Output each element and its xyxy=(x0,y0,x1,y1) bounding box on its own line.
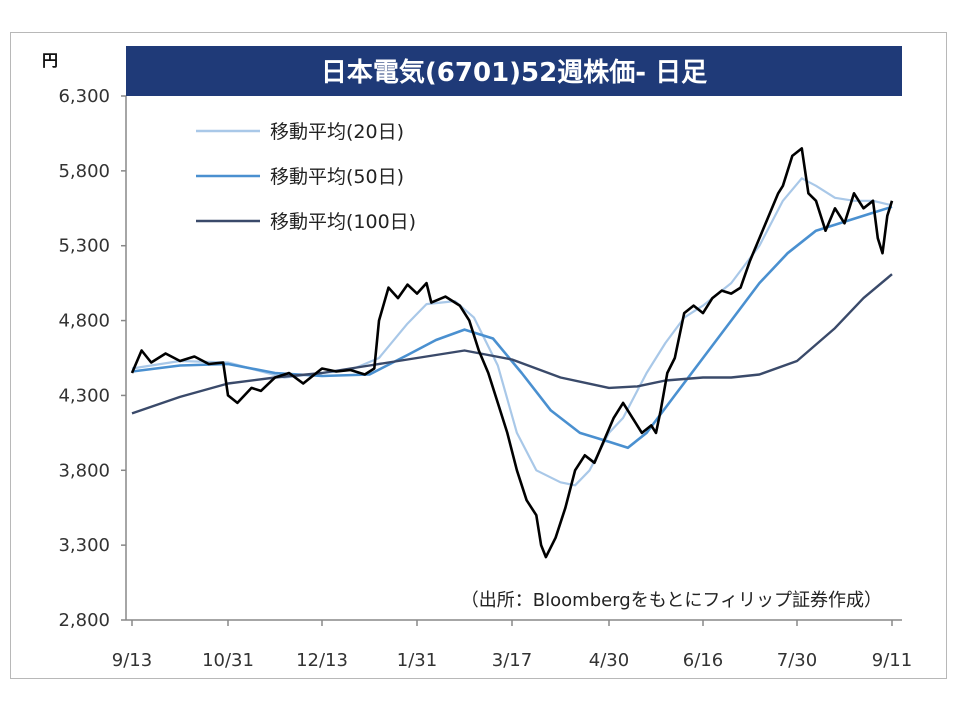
x-tick-label: 7/30 xyxy=(777,650,817,671)
title-banner xyxy=(126,46,902,96)
y-axis-unit: 円 xyxy=(42,51,58,70)
x-tick-label: 12/13 xyxy=(296,650,348,671)
x-tick-label: 9/13 xyxy=(112,650,152,671)
series-line-ma100 xyxy=(131,273,893,415)
legend: 移動平均(20日) 移動平均(50日) 移動平均(100日) xyxy=(196,121,416,233)
x-tick-label: 4/30 xyxy=(589,650,629,671)
x-tick-label: 3/17 xyxy=(492,650,532,671)
y-tick-label: 5,800 xyxy=(58,161,110,182)
y-tick-label: 4,300 xyxy=(58,385,110,406)
x-tick-label: 10/31 xyxy=(202,650,254,671)
y-tick-label: 5,300 xyxy=(58,236,110,257)
y-axis-ticks: 2,800 3,300 3,800 4,300 4,800 5,300 5,800 6,300 xyxy=(58,86,126,631)
chart-frame xyxy=(10,32,947,679)
x-axis-ticks: 9/13 10/31 12/13 1/31 3/17 4/30 6/16 7/30 9/11 xyxy=(112,620,912,671)
source-note: （出所：Bloombergをもとにフィリップ証券作成） xyxy=(461,590,882,611)
series-line-ma20 xyxy=(131,177,893,487)
legend-label-ma20: 移動平均(20日) xyxy=(270,121,404,143)
y-tick-label: 2,800 xyxy=(58,610,110,631)
series-layer xyxy=(130,147,894,559)
x-tick-label: 9/11 xyxy=(872,650,912,671)
chart-title: 日本電気(6701)52週株価- 日足 xyxy=(321,57,707,88)
series-line-ma50 xyxy=(131,205,893,450)
y-tick-label: 3,800 xyxy=(58,460,110,481)
legend-label-ma50: 移動平均(50日) xyxy=(270,166,404,188)
x-tick-label: 1/31 xyxy=(397,650,437,671)
series-line-price xyxy=(130,147,894,559)
y-tick-label: 3,300 xyxy=(58,535,110,556)
x-tick-label: 6/16 xyxy=(683,650,723,671)
legend-label-ma100: 移動平均(100日) xyxy=(270,211,416,233)
y-tick-label: 6,300 xyxy=(58,86,110,107)
y-tick-label: 4,800 xyxy=(58,311,110,332)
